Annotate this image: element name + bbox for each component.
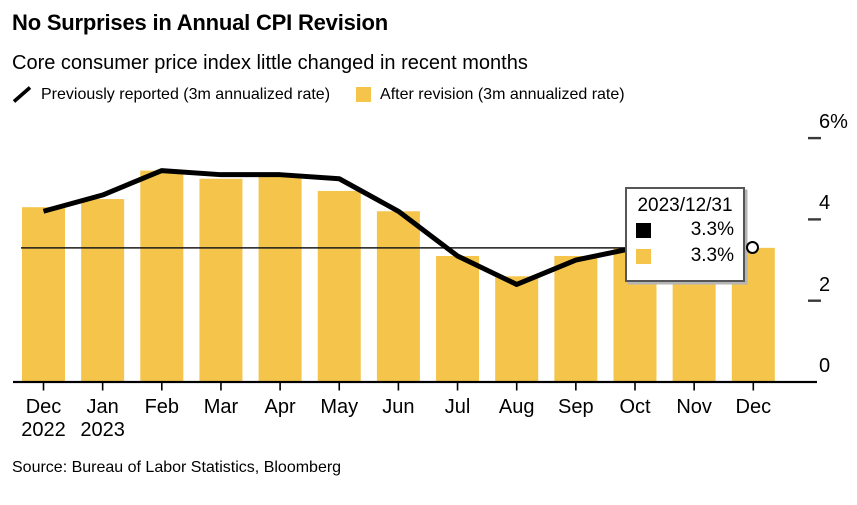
x-tick-5: [338, 383, 341, 391]
tooltip-row-after-revision: 3.3%: [627, 243, 743, 269]
x-axis-label-jul: Jul: [444, 396, 471, 418]
bar-swatch-icon: [356, 87, 372, 102]
end-point-marker: [746, 240, 760, 254]
bar-0[interactable]: [22, 207, 65, 382]
x-axis-label-feb: Feb: [144, 396, 180, 418]
x-axis-label-nov: Nov: [676, 396, 712, 418]
tooltip-date: 2023/12/31: [637, 195, 733, 216]
y-tick-6: [808, 136, 821, 140]
x-tick-3: [220, 383, 222, 391]
y-axis-label-2: 2: [819, 273, 831, 296]
tooltip-line-swatch: [636, 222, 651, 238]
tooltip-value-after-revision: 3.3%: [690, 245, 734, 266]
chart-legend: Previously reported (3m annualized rate)…: [12, 85, 625, 104]
y-axis-label-6: 6%: [819, 111, 848, 134]
x-tick-0: [42, 383, 45, 391]
tooltip-bar-swatch: [636, 248, 651, 264]
x-tick-6: [397, 383, 400, 391]
x-axis-label-jan-2023: Jan 2023: [80, 396, 125, 441]
bar-6[interactable]: [376, 211, 420, 382]
legend-label-previously-reported: Previously reported (3m annualized rate): [41, 85, 331, 103]
x-tick-4: [279, 383, 281, 391]
tooltip-value-previously-reported: 3.3%: [690, 219, 734, 240]
x-axis-label-sep: Sep: [558, 396, 594, 418]
bar-8[interactable]: [495, 276, 539, 382]
legend-label-after-revision: After revision (3m annualized rate): [380, 85, 625, 103]
y-axis-label-0: 0: [819, 355, 831, 377]
tooltip-row-previously-reported: 3.3%: [627, 217, 743, 243]
x-axis-label-jun: Jun: [382, 396, 415, 418]
x-axis-label-aug: Aug: [498, 396, 535, 418]
bar-5[interactable]: [317, 190, 361, 382]
x-axis-label-oct: Oct: [619, 396, 651, 418]
x-tick-9: [575, 383, 577, 391]
x-tick-7: [456, 383, 459, 391]
bar-2[interactable]: [140, 170, 184, 382]
x-axis-label-may: May: [320, 396, 359, 418]
bar-7[interactable]: [436, 255, 480, 382]
bar-1[interactable]: [81, 199, 125, 382]
bar-3[interactable]: [199, 178, 243, 382]
line-slash-icon: [12, 86, 32, 103]
x-axis-label-dec-2022: Dec 2022: [21, 396, 66, 441]
y-tick-2: [808, 299, 821, 302]
x-tick-1: [101, 383, 104, 391]
x-tick-2: [161, 383, 163, 391]
x-tick-8: [515, 383, 518, 391]
legend-item-after-revision: After revision (3m annualized rate): [356, 86, 625, 104]
bar-4[interactable]: [258, 174, 302, 382]
x-tick-12: [752, 383, 755, 391]
x-axis-label-dec: Dec: [735, 396, 772, 418]
y-tick-4: [808, 218, 821, 221]
bar-9[interactable]: [554, 255, 598, 382]
x-axis-label-mar: Mar: [203, 396, 239, 418]
chart-tooltip: 2023/12/31 3.3% 3.3%: [625, 187, 745, 282]
source-note: Source: Bureau of Labor Statistics, Bloo…: [12, 459, 342, 476]
x-axis-label-apr: Apr: [264, 396, 296, 418]
x-tick-10: [634, 383, 636, 391]
x-axis-line: [13, 380, 817, 384]
chart-subtitle: Core consumer price index little changed…: [12, 52, 528, 74]
legend-item-previously-reported: Previously reported (3m annualized rate): [12, 85, 330, 104]
chart-title: No Surprises in Annual CPI Revision: [12, 10, 389, 35]
y-axis-label-4: 4: [819, 192, 831, 215]
x-tick-11: [693, 383, 695, 391]
